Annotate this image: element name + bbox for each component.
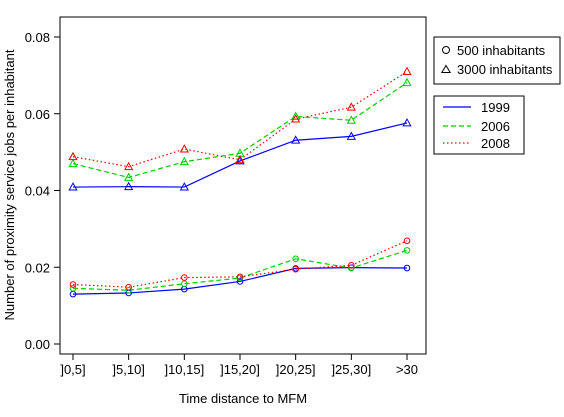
x-tick-label: ]0,5]	[60, 362, 85, 377]
series-line-2008-3000	[72, 71, 408, 168]
y-axis-label: Number of proximity service jobs per inh…	[2, 49, 17, 320]
data-point-triangle	[402, 66, 412, 75]
data-point-circle	[292, 265, 299, 273]
y-tick-label: 0.02	[25, 260, 50, 275]
data-point-triangle	[402, 77, 412, 87]
plot-frame	[59, 16, 427, 355]
data-point-triangle	[124, 172, 134, 181]
data-point-triangle	[179, 144, 189, 153]
data-point-triangle	[68, 182, 78, 191]
y-tick-label: 0.08	[25, 30, 50, 45]
x-tick-label: ]25,30]	[331, 362, 371, 377]
legend-label-2008: 2008	[481, 136, 510, 151]
data-point-triangle	[346, 115, 356, 124]
data-point-circle	[69, 285, 77, 292]
data-point-triangle	[291, 114, 301, 123]
circle-marker-icon	[442, 46, 450, 54]
data-point-circle	[181, 274, 188, 281]
data-point-triangle	[179, 182, 189, 191]
markers-layer	[68, 66, 412, 298]
legend-label-1999: 1999	[481, 100, 510, 115]
data-point-triangle	[235, 156, 245, 165]
x-tick-label: >30	[396, 362, 418, 377]
series-line-2006-3000	[72, 82, 408, 179]
axes: ]0,5] ]5,10] ]10,15] ]15,20] ]20,25] ]25,30] >…	[25, 30, 418, 377]
line-legend-box	[433, 95, 525, 155]
data-point-triangle	[346, 131, 356, 140]
data-point-circle	[236, 278, 244, 285]
data-point-triangle	[124, 161, 134, 171]
legend-label-2006: 2006	[481, 119, 510, 134]
x-axis-label: Time distance to MFM	[179, 391, 307, 406]
data-point-circle	[403, 237, 411, 245]
marker-legend-label-500: 500 inhabitants	[457, 43, 546, 58]
data-point-circle	[69, 281, 77, 288]
x-tick-label: ]5,10]	[112, 362, 145, 377]
y-tick-label: 0.04	[25, 184, 50, 199]
y-tick-label: 0.06	[25, 107, 50, 122]
triangle-marker-icon	[440, 64, 452, 73]
series-line-2008-500	[72, 240, 408, 288]
data-point-triangle	[235, 154, 245, 164]
series-layer	[72, 71, 408, 295]
data-point-circle	[348, 262, 355, 269]
data-point-triangle	[179, 156, 189, 166]
data-point-circle	[403, 247, 411, 254]
data-point-triangle	[291, 111, 301, 120]
data-point-circle	[292, 255, 299, 263]
data-point-triangle	[291, 135, 301, 144]
data-point-triangle	[124, 181, 134, 191]
data-point-circle	[403, 264, 411, 272]
line-legend: 1999 2006 2008	[433, 95, 525, 155]
x-tick-label: ]20,25]	[276, 362, 316, 377]
data-point-circle	[236, 273, 244, 281]
y-tick-label: 0.00	[25, 337, 50, 352]
series-line-1999-3000	[72, 122, 408, 188]
data-point-circle	[348, 264, 355, 272]
data-point-circle	[181, 280, 188, 288]
data-point-triangle	[402, 118, 412, 127]
x-tick-label: ]15,20]	[220, 362, 260, 377]
data-point-triangle	[68, 158, 78, 168]
marker-legend-label-3000: 3000 inhabitants	[457, 62, 553, 77]
data-point-circle	[125, 283, 132, 291]
data-point-triangle	[346, 102, 356, 111]
marker-legend-box	[433, 36, 561, 85]
marker-legend: 500 inhabitants 3000 inhabitants	[433, 36, 561, 85]
data-point-circle	[125, 286, 132, 294]
x-tick-label: ]10,15]	[164, 362, 204, 377]
data-point-triangle	[68, 151, 78, 161]
